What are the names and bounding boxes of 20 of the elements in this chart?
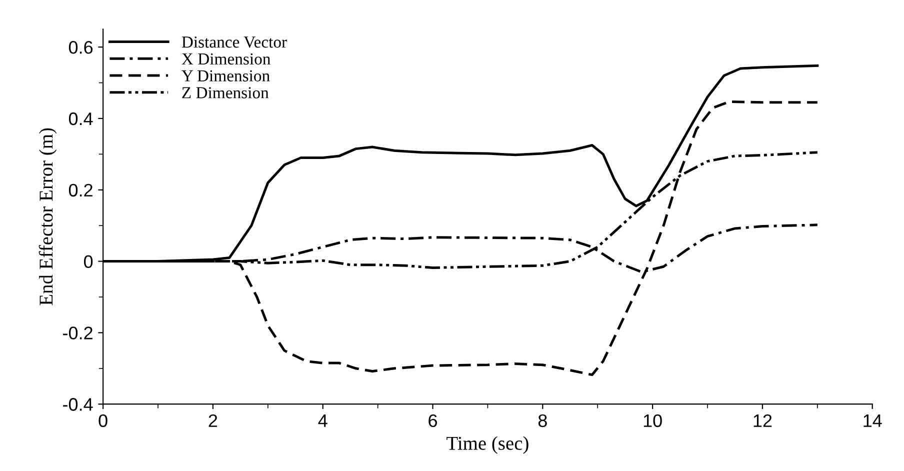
x-axis-title: Time (sec) xyxy=(446,436,528,454)
x-tick-label: 14 xyxy=(864,414,882,427)
legend-label: Z Dimension xyxy=(182,87,269,98)
y-tick-label: 0 xyxy=(84,255,93,268)
y-tick-label: 0.6 xyxy=(68,40,93,54)
y-tick-label: 0.2 xyxy=(68,184,92,197)
x-tick-label: 2 xyxy=(208,414,218,427)
legend-label: X Dimension xyxy=(182,53,270,65)
x-tick-label: 4 xyxy=(318,414,328,427)
y-tick-label: -0.2 xyxy=(63,326,92,340)
legend-label: Distance Vector xyxy=(182,36,287,48)
y-tick-label: -0.4 xyxy=(63,398,93,411)
x-tick-label: 8 xyxy=(538,414,547,428)
legend-label: Y Dimension xyxy=(182,70,270,82)
x-tick-label: 10 xyxy=(644,414,662,428)
x-tick-label: 12 xyxy=(754,414,772,427)
x-tick-label: 6 xyxy=(428,414,437,428)
y-axis-title: End Effector Error (m) xyxy=(38,128,57,306)
x-tick-label: 0 xyxy=(98,414,108,428)
y-tick-label: 0.4 xyxy=(68,112,93,126)
